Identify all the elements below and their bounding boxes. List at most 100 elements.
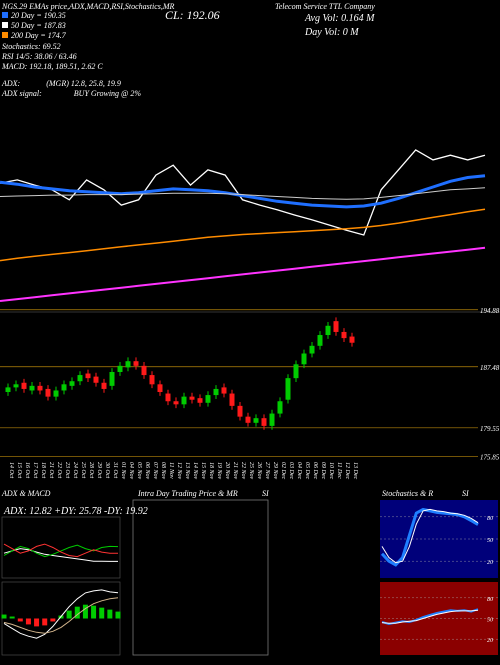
- x-tick-label: 12 Dec: [344, 462, 350, 479]
- x-tick-label: 04 Dec: [296, 462, 303, 479]
- candle-body: [85, 373, 91, 379]
- x-tick-label: 23 Oct: [64, 462, 70, 478]
- macd-bar: [34, 618, 40, 627]
- candle-body: [133, 361, 139, 366]
- legend-entry: 50 Day = 187.83: [11, 21, 66, 30]
- line-series: [0, 246, 486, 302]
- x-tick-label: 15 Nov: [200, 462, 206, 480]
- x-tick-label: 17 Oct: [32, 462, 38, 478]
- line-series: [381, 609, 479, 624]
- stat-line: MACD: 192.18, 189.51, 2.62 C: [1, 62, 103, 71]
- adx-box: [1, 516, 121, 579]
- candle-body: [293, 364, 299, 379]
- x-tick-label: 03 Dec: [288, 462, 294, 479]
- candle-body: [253, 418, 259, 423]
- x-tick-label: 05 Dec: [304, 462, 310, 479]
- x-tick-label: 25 Nov: [248, 462, 254, 480]
- candle-body: [5, 387, 11, 393]
- y-tick-label: 20: [487, 560, 493, 566]
- y-tick-label: 175.85: [480, 453, 500, 461]
- line-series: [381, 508, 479, 564]
- candle-body: [101, 382, 107, 389]
- intraday-title: Intra Day Trading Price & MR: [137, 489, 238, 498]
- candle-body: [53, 390, 59, 397]
- macd-bar: [42, 618, 48, 626]
- x-tick-label: 10 Dec: [328, 462, 334, 479]
- line-series: [0, 174, 486, 209]
- macd-bar: [82, 604, 88, 619]
- stat-line: RSI 14/5: 38.06 / 63.46: [1, 52, 77, 61]
- x-tick-label: 24 Oct: [72, 462, 79, 478]
- x-tick-label: 08 Nov: [160, 462, 166, 480]
- x-tick-label: 14 Nov: [192, 462, 199, 480]
- x-tick-label: 27 Nov: [264, 462, 270, 480]
- candle-body: [13, 384, 19, 388]
- line-series: [3, 597, 119, 634]
- day-volume: Day Vol: 0 M: [304, 27, 359, 38]
- candle-body: [341, 331, 347, 339]
- candle-body: [61, 384, 67, 391]
- candle-body: [325, 325, 331, 336]
- line-series: [0, 149, 486, 236]
- x-tick-label: 11 Nov: [168, 462, 174, 479]
- y-tick-label: 80: [487, 597, 493, 603]
- candle-body: [173, 401, 179, 405]
- x-tick-label: 12 Nov: [176, 462, 182, 480]
- candle-body: [277, 401, 283, 414]
- candle-body: [349, 336, 355, 343]
- chart-title: NGS.29 EMAs price,ADX,MACD,RSI,Stochasti…: [1, 2, 175, 11]
- x-tick-label: 18 Oct: [40, 462, 46, 478]
- macd-bar: [25, 618, 31, 625]
- x-tick-label: 28 Oct: [88, 462, 94, 478]
- x-tick-label: 01 Nov: [120, 462, 126, 480]
- legend-entry: 20 Day = 190.35: [11, 11, 66, 20]
- legend-entry: 200 Day = 174.7: [11, 31, 67, 40]
- macd-bar: [74, 606, 80, 619]
- macd-bar: [17, 618, 23, 622]
- legend-swatch: [2, 22, 8, 28]
- x-tick-label: 16 Oct: [24, 462, 30, 478]
- x-tick-label: 22 Oct: [56, 462, 62, 478]
- candle-body: [229, 393, 235, 406]
- candle-body: [197, 398, 203, 403]
- close-price: CL: 192.06: [165, 8, 220, 22]
- candle-body: [269, 413, 275, 426]
- candle-body: [189, 396, 195, 400]
- line-series: [3, 589, 119, 639]
- x-tick-label: 18 Nov: [208, 462, 214, 480]
- candle-body: [165, 393, 171, 402]
- candle-body: [157, 384, 163, 393]
- intraday-box: [132, 499, 269, 656]
- x-tick-label: 19 Nov: [216, 462, 222, 480]
- x-tick-label: 21 Oct: [48, 462, 54, 478]
- stat-line: Stochastics: 69.52: [2, 42, 61, 51]
- x-tick-label: 29 Oct: [96, 462, 102, 478]
- x-tick-label: 22 Nov: [240, 462, 246, 480]
- x-tick-label: 05 Nov: [136, 462, 142, 480]
- y-tick-label: 50: [487, 538, 493, 544]
- candle-body: [285, 378, 291, 400]
- adx-title: ADX & MACD: [1, 489, 51, 498]
- stat-line: ADX signal: BUY Growing @ 2%: [1, 89, 141, 98]
- candle-body: [333, 321, 339, 332]
- candle-body: [69, 381, 75, 386]
- x-tick-label: 25 Oct: [80, 462, 86, 478]
- candle-body: [109, 371, 115, 386]
- legend-swatch: [2, 12, 8, 18]
- line-series: [0, 208, 486, 262]
- candle-body: [213, 388, 219, 396]
- stoch-title: Stochastics & R: [382, 489, 433, 498]
- x-tick-label: 04 Nov: [128, 462, 135, 480]
- x-tick-label: 13 Nov: [184, 462, 190, 480]
- company: Telecom Service TTL Company: [275, 2, 375, 11]
- line-series: [0, 187, 486, 200]
- candle-body: [245, 416, 251, 423]
- x-tick-label: 14 Oct: [8, 462, 15, 478]
- macd-bar: [50, 618, 56, 622]
- candle-body: [221, 387, 227, 394]
- macd-bar: [99, 607, 105, 619]
- x-tick-label: 31 Oct: [112, 461, 118, 478]
- x-tick-label: 26 Nov: [256, 462, 262, 480]
- rsi-box: [380, 582, 498, 655]
- candle-body: [237, 405, 243, 417]
